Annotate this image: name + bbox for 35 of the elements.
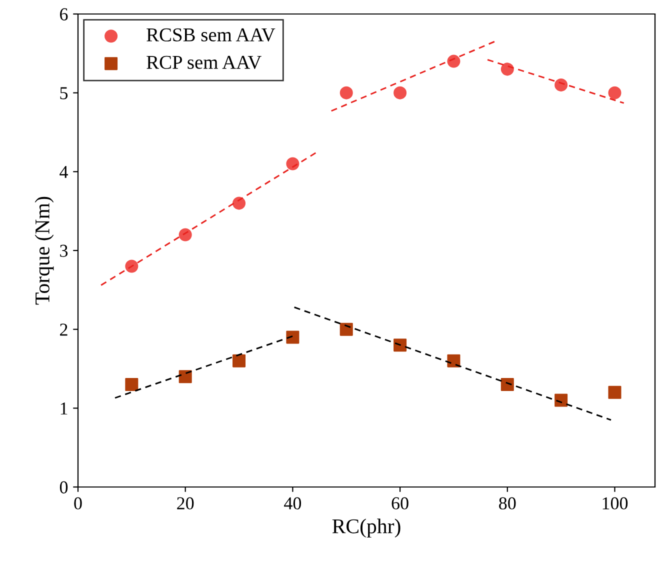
legend-label: RCP sem AAV bbox=[146, 56, 262, 69]
y-tick-label: 4 bbox=[60, 166, 68, 178]
point bbox=[608, 386, 622, 399]
point bbox=[554, 394, 568, 407]
point bbox=[500, 378, 514, 392]
point bbox=[178, 370, 192, 384]
point bbox=[447, 54, 460, 68]
x-tick-label: 40 bbox=[284, 497, 302, 510]
y-tick-label: 0 bbox=[60, 481, 68, 494]
point bbox=[232, 354, 246, 368]
point bbox=[286, 330, 300, 344]
y-tick-label: 3 bbox=[60, 244, 68, 257]
point bbox=[608, 86, 622, 100]
point bbox=[286, 157, 300, 170]
x-tick-label: 100 bbox=[602, 497, 628, 510]
point bbox=[554, 78, 568, 92]
x-tick-label: 0 bbox=[74, 497, 82, 510]
y-tick-label: 1 bbox=[60, 402, 68, 414]
y-tick-label: 5 bbox=[60, 87, 68, 100]
point bbox=[500, 62, 514, 76]
x-tick-label: 20 bbox=[177, 497, 194, 510]
x-axis-title: RC(phr) bbox=[332, 518, 400, 538]
point bbox=[340, 322, 353, 336]
y-tick-label: 6 bbox=[60, 8, 68, 20]
point bbox=[125, 378, 138, 392]
point bbox=[340, 86, 353, 100]
y-axis-title: Torque (Nm) bbox=[34, 196, 54, 305]
point bbox=[232, 196, 246, 210]
x-tick-label: 60 bbox=[392, 497, 408, 510]
y-tick-label: 2 bbox=[60, 324, 68, 336]
legend-label: RCSB sem AAV bbox=[146, 28, 276, 42]
x-tick-label: 80 bbox=[499, 497, 516, 510]
point bbox=[394, 86, 407, 100]
point bbox=[447, 354, 460, 368]
point bbox=[394, 338, 407, 352]
